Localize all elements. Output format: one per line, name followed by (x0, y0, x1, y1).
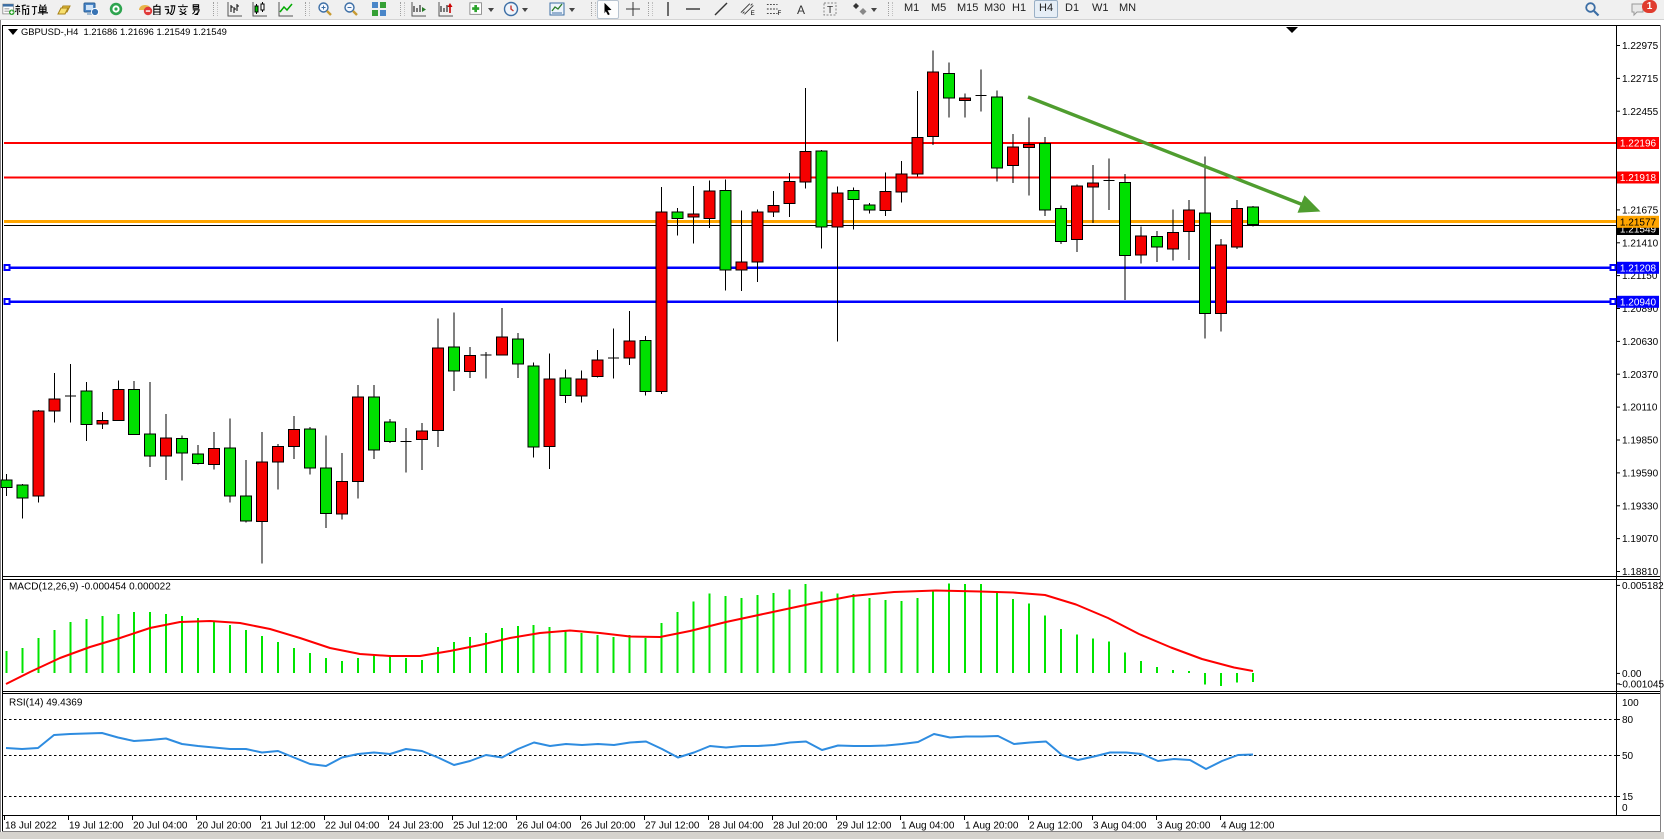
svg-text:19 Jul 12:00: 19 Jul 12:00 (69, 821, 124, 832)
svg-text:1.20110: 1.20110 (1622, 403, 1658, 414)
svg-text:E: E (751, 10, 755, 17)
svg-text:1.21577: 1.21577 (1620, 217, 1657, 228)
svg-text:MACD(12,26,9) -0.000454 0.0000: MACD(12,26,9) -0.000454 0.000022 (9, 582, 171, 593)
svg-text:1.21675: 1.21675 (1622, 206, 1659, 217)
svg-text:2 Aug 12:00: 2 Aug 12:00 (1029, 821, 1083, 832)
svg-text:1.19330: 1.19330 (1622, 501, 1659, 512)
svg-text:-0.001045: -0.001045 (1619, 680, 1664, 691)
svg-text:27 Jul 12:00: 27 Jul 12:00 (645, 821, 700, 832)
svg-text:1 Aug 04:00: 1 Aug 04:00 (901, 821, 955, 832)
svg-text:1.22455: 1.22455 (1622, 107, 1659, 118)
svg-text:28 Jul 20:00: 28 Jul 20:00 (773, 821, 828, 832)
svg-text:1.19070: 1.19070 (1622, 534, 1659, 545)
svg-text:21 Jul 12:00: 21 Jul 12:00 (261, 821, 316, 832)
svg-text:0: 0 (1622, 803, 1628, 814)
svg-text:1.21918: 1.21918 (1620, 173, 1657, 184)
svg-text:3 Aug 04:00: 3 Aug 04:00 (1093, 821, 1147, 832)
svg-text:1.20890: 1.20890 (1622, 304, 1659, 315)
svg-text:0.00: 0.00 (1622, 669, 1642, 680)
svg-text:1.21208: 1.21208 (1620, 263, 1657, 274)
svg-text:1.20940: 1.20940 (1620, 297, 1657, 308)
svg-text:20 Jul 20:00: 20 Jul 20:00 (197, 821, 252, 832)
svg-text:50: 50 (1622, 751, 1634, 762)
svg-text:100: 100 (1622, 698, 1639, 709)
svg-text:80: 80 (1622, 715, 1634, 726)
svg-text:1.20630: 1.20630 (1622, 337, 1659, 348)
svg-text:RSI(14) 49.4369: RSI(14) 49.4369 (9, 698, 83, 709)
svg-text:1.21150: 1.21150 (1622, 271, 1658, 282)
svg-text:15: 15 (1622, 792, 1634, 803)
svg-text:F: F (778, 10, 782, 17)
svg-text:0.005182: 0.005182 (1622, 581, 1664, 592)
svg-text:1.22196: 1.22196 (1620, 139, 1657, 150)
svg-text:1.18810: 1.18810 (1622, 567, 1659, 578)
svg-text:29 Jul 12:00: 29 Jul 12:00 (837, 821, 892, 832)
svg-text:22 Jul 04:00: 22 Jul 04:00 (325, 821, 380, 832)
svg-text:1.22715: 1.22715 (1622, 74, 1659, 85)
svg-text:1.21549: 1.21549 (1620, 225, 1657, 236)
svg-text:26 Jul 04:00: 26 Jul 04:00 (517, 821, 572, 832)
svg-text:25 Jul 12:00: 25 Jul 12:00 (453, 821, 508, 832)
svg-text:1.20370: 1.20370 (1622, 370, 1659, 381)
svg-text:24 Jul 23:00: 24 Jul 23:00 (389, 821, 444, 832)
svg-text:T: T (827, 5, 833, 16)
svg-text:4 Aug 12:00: 4 Aug 12:00 (1221, 821, 1275, 832)
svg-text:GBPUSD-,H4 1.21686 1.21696 1.: GBPUSD-,H4 1.21686 1.21696 1.21549 1.215… (21, 26, 227, 37)
svg-text:26 Jul 20:00: 26 Jul 20:00 (581, 821, 636, 832)
svg-text:1.21410: 1.21410 (1622, 238, 1659, 249)
svg-text:28 Jul 04:00: 28 Jul 04:00 (709, 821, 764, 832)
svg-text:1 Aug 20:00: 1 Aug 20:00 (965, 821, 1019, 832)
svg-text:18 Jul 2022: 18 Jul 2022 (5, 821, 57, 832)
svg-text:3 Aug 20:00: 3 Aug 20:00 (1157, 821, 1211, 832)
svg-text:1.19590: 1.19590 (1622, 469, 1659, 480)
svg-text:1.19850: 1.19850 (1622, 436, 1659, 447)
svg-text:1.22975: 1.22975 (1622, 41, 1659, 52)
svg-text:20 Jul 04:00: 20 Jul 04:00 (133, 821, 188, 832)
